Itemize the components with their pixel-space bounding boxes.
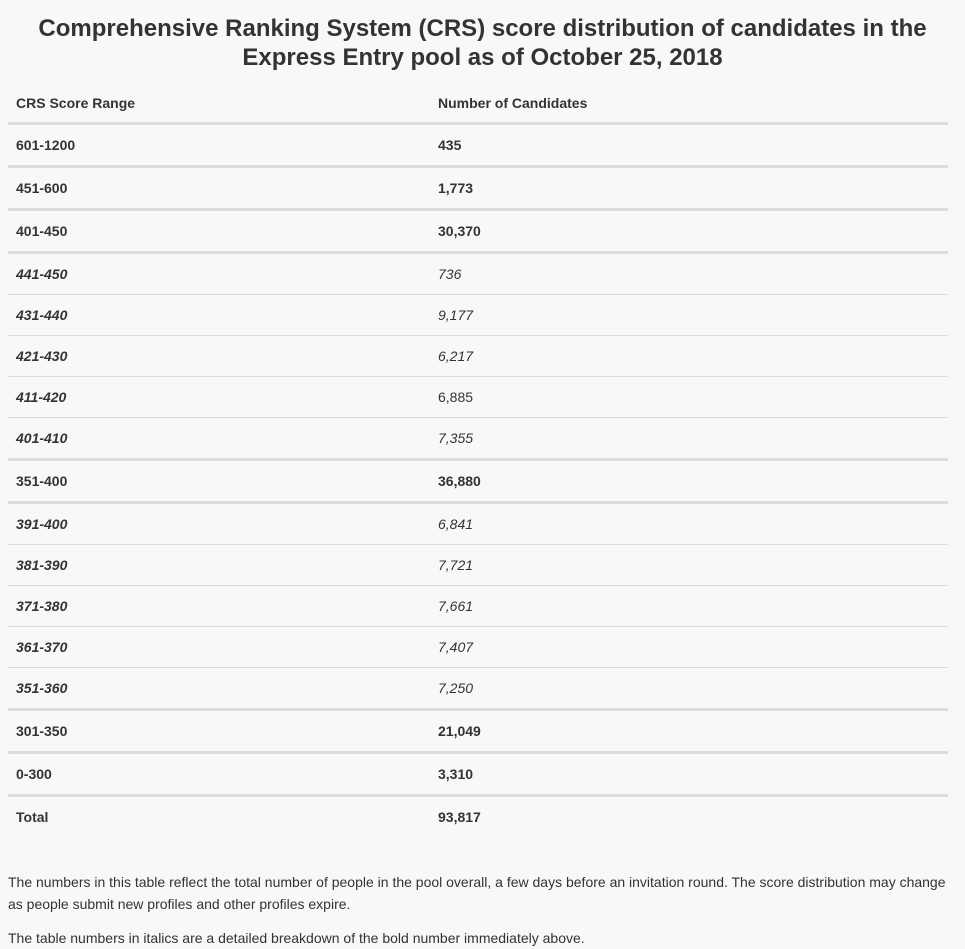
score-range-cell: 371-380: [8, 585, 430, 627]
header-number-of-candidates: Number of Candidates: [430, 84, 948, 125]
total-row: Total 93,817: [8, 794, 948, 837]
table-row: 441-450 736: [8, 251, 948, 295]
table-row: 601-1200 435: [8, 124, 948, 167]
table-row: 301-350 21,049: [8, 708, 948, 753]
candidate-count-cell: 736: [430, 251, 948, 295]
candidate-count-cell: 435: [438, 137, 462, 153]
table-row: 381-390 7,721: [8, 544, 948, 586]
score-range-cell: 451-600: [8, 165, 430, 210]
score-range-cell: 441-450: [8, 251, 430, 295]
candidate-count-cell: 6,841: [430, 501, 948, 545]
table-row: 391-400 6,841: [8, 501, 948, 545]
table-row: 351-360 7,250: [8, 667, 948, 710]
table-row: 361-370 7,407: [8, 626, 948, 668]
table-row: 451-600 1,773: [8, 165, 948, 210]
table-body: 601-1200 435 451-600 1,773 401-450 30,370 441-…: [8, 124, 948, 837]
table-row: 431-440 9,177: [8, 294, 948, 336]
score-range-cell: 381-390: [8, 544, 430, 586]
table-row: 351-400 36,880: [8, 458, 948, 503]
table-row: 411-420 6,885: [8, 376, 948, 418]
score-range-cell: 421-430: [8, 335, 430, 377]
candidate-count-cell: 93,817: [430, 794, 948, 837]
table-row: 371-380 7,661: [8, 585, 948, 627]
score-range-cell: Total: [8, 794, 430, 837]
score-range-cell: 351-400: [8, 458, 430, 503]
candidate-count-cell: 7,250: [430, 667, 948, 710]
candidate-count-cell: 9,177: [430, 294, 948, 336]
score-range-cell: 391-400: [8, 501, 430, 545]
score-range-cell: 301-350: [8, 708, 430, 753]
table-row: 0-300 3,310: [8, 751, 948, 796]
header-score-range: CRS Score Range: [8, 84, 430, 125]
score-range-cell: 411-420: [8, 376, 430, 418]
score-range-cell: 431-440: [8, 294, 430, 336]
score-range-cell: 401-410: [8, 417, 430, 460]
candidate-count-cell: 30,370: [430, 208, 948, 253]
score-range-cell: 601-1200: [16, 137, 76, 153]
candidate-count-cell: 3,310: [430, 751, 948, 796]
note-pool-overall: The numbers in this table reflect the to…: [8, 874, 946, 912]
table-row: 401-450 30,370: [8, 208, 948, 253]
candidate-count-cell: 1,773: [430, 165, 948, 210]
candidate-count-cell: 7,355: [430, 417, 948, 460]
table-header-row: CRS Score Range Number of Candidates: [8, 84, 948, 125]
candidate-count-cell: 6,217: [430, 335, 948, 377]
table-row: 421-430 6,217: [8, 335, 948, 377]
note-italics: The table numbers in italics are a detai…: [8, 930, 585, 946]
score-range-cell: 401-450: [8, 208, 430, 253]
candidate-count-cell: 7,661: [430, 585, 948, 627]
candidate-count-cell: 21,049: [430, 708, 948, 753]
candidate-count-cell: 7,721: [430, 544, 948, 586]
page-title: Comprehensive Ranking System (CRS) score…: [38, 15, 927, 71]
candidate-count-cell: 7,407: [430, 626, 948, 668]
crs-distribution-table: CRS Score Range Number of Candidates 601…: [8, 84, 948, 837]
candidate-count-cell: 6,885: [430, 376, 948, 418]
score-range-cell: 361-370: [8, 626, 430, 668]
score-range-cell: 351-360: [8, 667, 430, 710]
candidate-count-cell: 36,880: [430, 458, 948, 503]
score-range-cell: 0-300: [8, 751, 430, 796]
table-row: 401-410 7,355: [8, 417, 948, 460]
